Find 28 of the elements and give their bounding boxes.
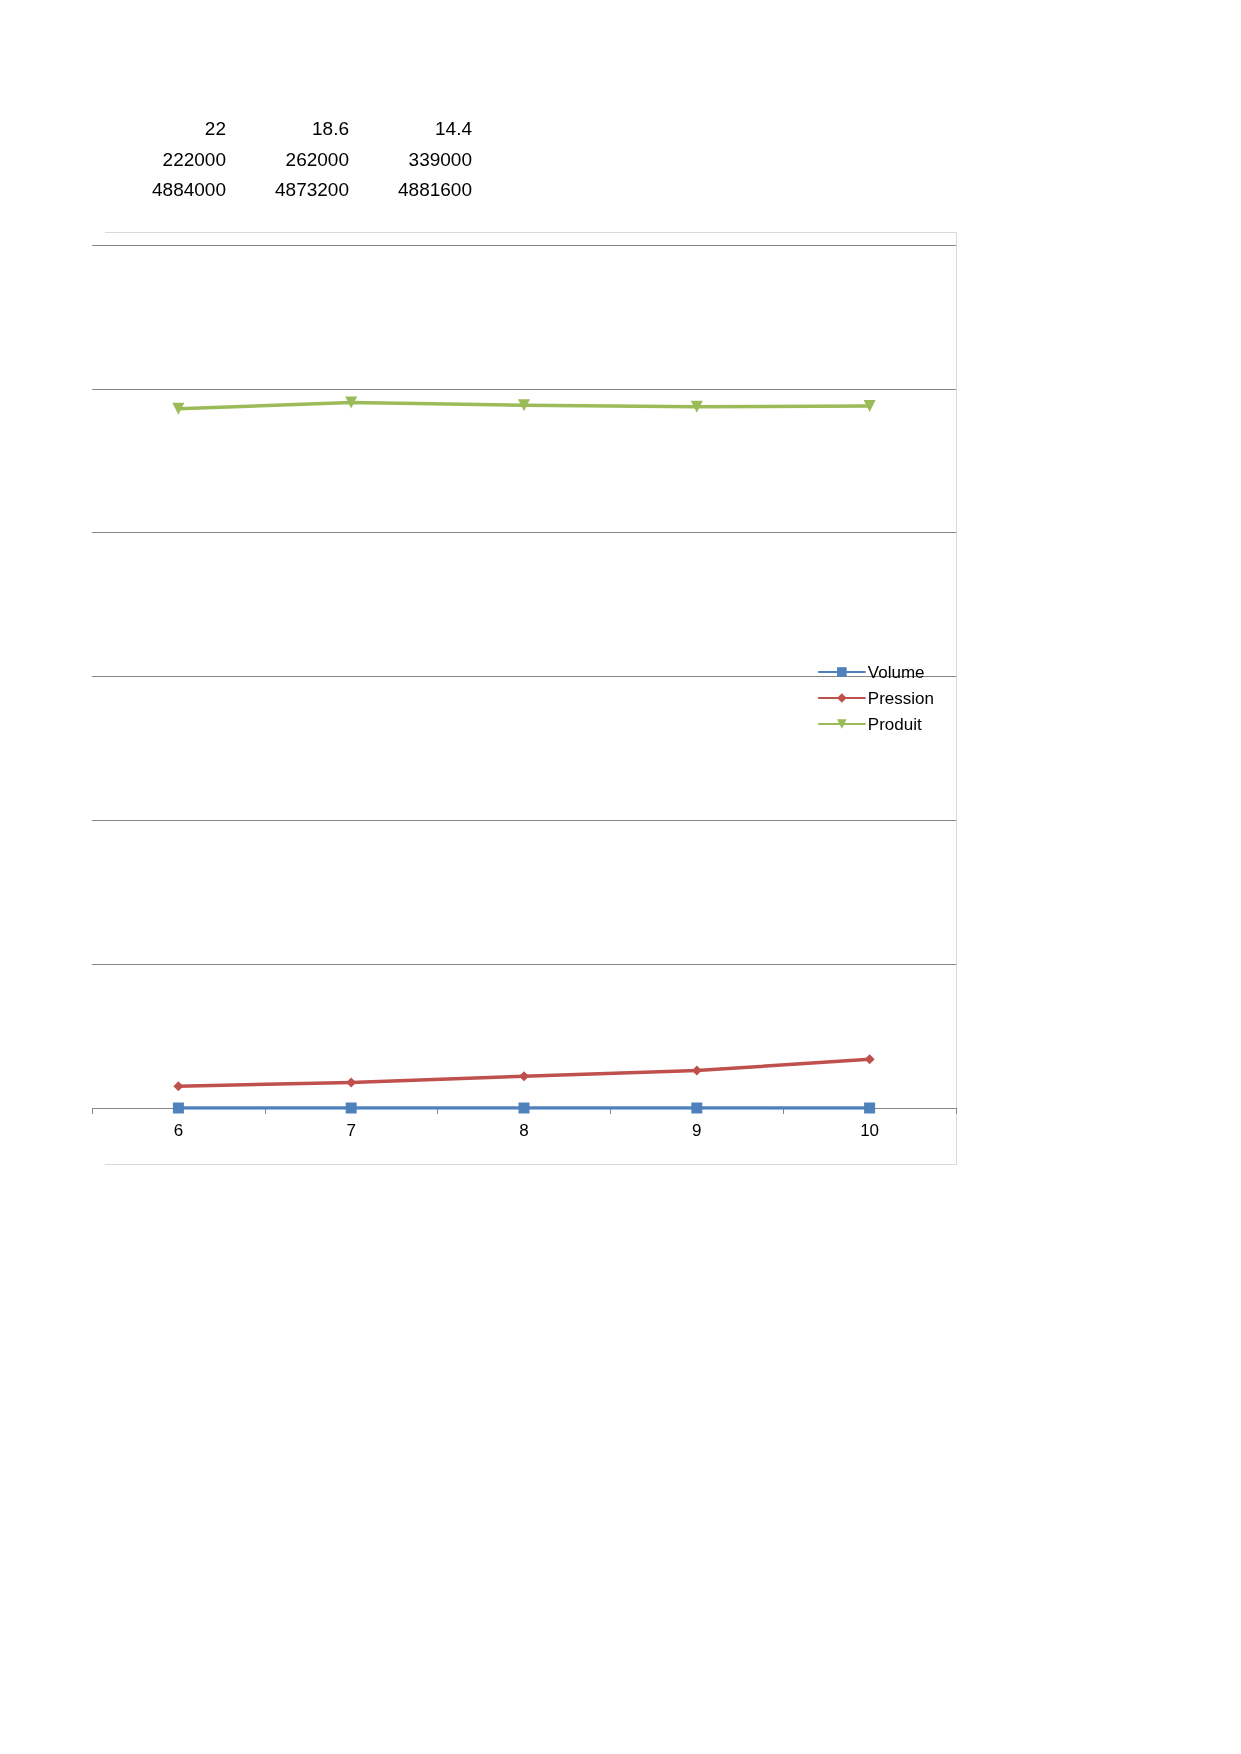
- point: [518, 1102, 530, 1114]
- point: [519, 1071, 529, 1082]
- x-tick-label: 10: [860, 1121, 880, 1140]
- x-tick-label: 7: [346, 1121, 356, 1140]
- legend-label: Produit: [867, 714, 922, 734]
- text: 18.6: [312, 118, 349, 139]
- point: [172, 1102, 184, 1114]
- point: [518, 399, 530, 412]
- legend-label: Pression: [867, 688, 934, 708]
- legend-label: Volume: [867, 662, 925, 682]
- point: [864, 1102, 876, 1114]
- point: [691, 1102, 703, 1114]
- text: 4884000: [152, 179, 226, 201]
- text: 4881600: [398, 179, 472, 201]
- text: 262000: [285, 148, 349, 170]
- text: 14.4: [435, 118, 472, 139]
- text: 22: [204, 118, 226, 139]
- x-tick-label: 6: [173, 1121, 184, 1140]
- point: [345, 1102, 357, 1114]
- text: 222000: [162, 148, 226, 170]
- x-tick-label: 8: [519, 1121, 529, 1140]
- point: [690, 400, 703, 413]
- point: [172, 402, 185, 415]
- point: [863, 400, 876, 412]
- text: 339000: [408, 148, 472, 170]
- x-tick-label: 9: [692, 1121, 702, 1140]
- point: [345, 396, 358, 409]
- text: 4873200: [275, 179, 349, 201]
